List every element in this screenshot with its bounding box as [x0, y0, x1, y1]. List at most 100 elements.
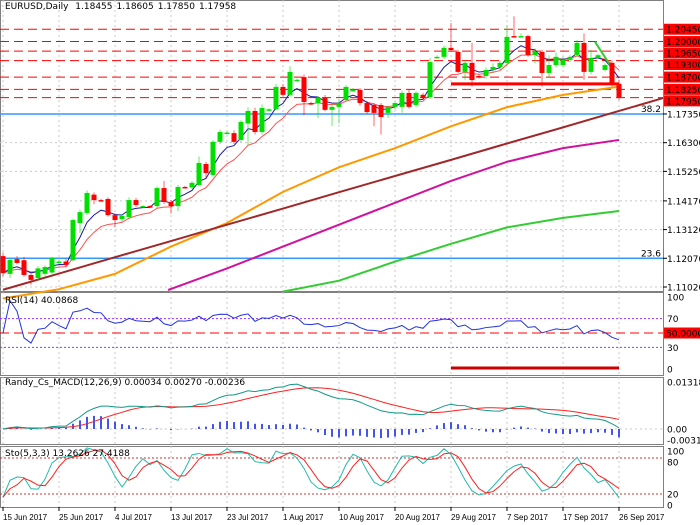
rsi-tick-label: 30	[667, 344, 679, 354]
candle	[175, 185, 181, 212]
candle	[182, 185, 188, 189]
candle	[609, 60, 615, 87]
level-price-label: 1.19650	[666, 50, 700, 60]
candle	[378, 103, 384, 135]
macd-tick-label: 0.01318	[667, 379, 700, 389]
candle-body	[140, 206, 146, 208]
macd-main-line	[2, 383, 620, 430]
level-price-label: 1.18700	[666, 74, 700, 84]
candle-body	[350, 89, 356, 92]
candle-body	[91, 194, 97, 201]
candle	[56, 260, 62, 265]
candle	[413, 91, 419, 108]
candle-body	[511, 36, 517, 38]
candle-body	[525, 36, 531, 55]
candle-body	[532, 51, 538, 55]
candle	[616, 79, 622, 101]
candle-body	[273, 86, 279, 110]
stoch-tick-label: 100	[667, 448, 684, 458]
candle-body	[224, 132, 230, 135]
candle-body	[245, 110, 251, 124]
candle-body	[476, 75, 482, 78]
candle	[434, 55, 440, 59]
candle	[147, 204, 153, 209]
candle	[133, 197, 139, 207]
price-label: 1.15250	[667, 168, 700, 178]
candle-body	[469, 62, 475, 81]
candle-body	[133, 200, 139, 205]
candle-body	[28, 274, 34, 280]
candle	[504, 25, 510, 65]
level-price-label: 1.20000	[666, 38, 700, 48]
candle	[483, 67, 489, 79]
candle-body	[203, 163, 209, 174]
macd-tick-label: -0.00315	[667, 437, 700, 447]
level-price-label-box	[664, 95, 700, 107]
candle	[532, 48, 538, 64]
time-label: 25 Jun 2017	[59, 513, 104, 522]
candle-body	[0, 256, 6, 274]
candle	[441, 45, 447, 60]
candle	[168, 200, 174, 214]
candle	[203, 161, 209, 179]
candle	[427, 57, 433, 99]
candle	[105, 197, 111, 217]
pane-frame-0	[0, 0, 664, 292]
candle-body	[70, 220, 76, 261]
ma-green-line	[282, 210, 620, 293]
candle-body	[392, 103, 398, 107]
high-value: 1.18605	[116, 2, 154, 12]
candle	[553, 52, 559, 68]
time-label: 13 Jul 2017	[171, 513, 213, 522]
candle-body	[581, 42, 587, 72]
candle	[385, 105, 391, 119]
level-price-label: 1.17950	[666, 97, 700, 107]
candle-body	[504, 36, 510, 63]
candle-body	[154, 188, 160, 207]
time-label: 17 Sep 2017	[563, 513, 609, 522]
time-label: 4 Jul 2017	[115, 513, 152, 522]
candle-body	[189, 182, 195, 188]
candle	[315, 96, 321, 119]
rsi-title: RSI(14) 40.0868	[5, 296, 79, 306]
rsi-tick-label: 70	[667, 315, 679, 325]
time-label: 7 Sep 2017	[507, 513, 548, 522]
candle-body	[42, 267, 48, 274]
candle-body	[259, 107, 265, 133]
candle	[42, 265, 48, 277]
stoch-title: Sto(5,3,3) 13.2626 27.4188	[5, 449, 130, 459]
candle	[161, 180, 167, 205]
candle	[329, 104, 335, 127]
close-value: 1.17958	[198, 2, 237, 12]
open-value: 1.18455	[75, 2, 113, 12]
candle-body	[371, 104, 377, 113]
macd-tick-label: 0.00	[667, 426, 687, 436]
price-label: 1.14170	[667, 197, 700, 207]
candle	[539, 49, 545, 87]
candle-body	[329, 106, 335, 110]
candle	[84, 190, 90, 216]
candle	[63, 258, 69, 268]
ma-blue-line	[2, 45, 620, 274]
candle	[294, 78, 300, 82]
candle	[77, 209, 83, 233]
stoch-d-line	[2, 449, 620, 498]
candle-body	[49, 258, 55, 273]
candle-body	[35, 268, 41, 278]
candle	[357, 88, 363, 106]
ma-orange-line	[2, 85, 620, 300]
candle	[231, 130, 237, 145]
candle-body	[168, 201, 174, 207]
candle-body	[462, 62, 468, 72]
candle-body	[84, 192, 90, 213]
stoch-tick-label: 80	[667, 459, 679, 469]
candle-body	[105, 198, 111, 216]
level-price-label: 1.19300	[666, 61, 700, 71]
time-label: 26 Sep 2017	[619, 513, 665, 522]
candle	[14, 256, 20, 265]
candle-body	[252, 110, 258, 133]
candle-body	[126, 200, 132, 218]
candle-body	[7, 259, 13, 274]
candle-body	[497, 62, 503, 67]
